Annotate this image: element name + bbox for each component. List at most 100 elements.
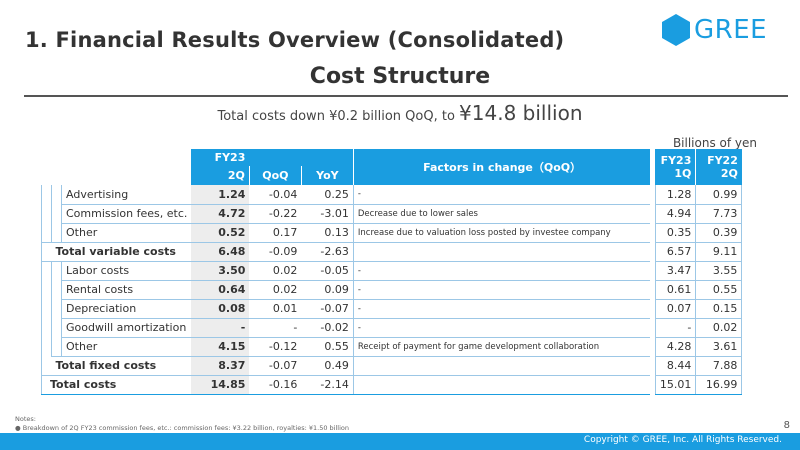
col-header-qoq: QoQ (248, 166, 302, 185)
table-row: Commission fees, etc. 4.72 -0.22 -3.01 D… (41, 204, 743, 224)
table-row: Other 4.15 -0.12 0.55 Receipt of payment… (41, 337, 743, 357)
headline-prefix: Total costs down ¥0.2 billion QoQ, to (217, 109, 460, 124)
col-header-fy23-2q-top: FY23 (191, 149, 250, 166)
table-row: Depreciation 0.08 0.01 -0.07 - 0.07 0.15 (41, 299, 743, 319)
cost-structure-table: FY23 Factors in change（QoQ） FY23 1Q FY22… (41, 149, 743, 395)
cell-yoy: 0.55 (301, 337, 354, 357)
page-title: 1. Financial Results Overview (Consolida… (25, 28, 565, 52)
cell-fy22-2q: 7.88 (695, 356, 743, 376)
cell-fy22-2q: 0.02 (695, 318, 743, 338)
table-row: Other 0.52 0.17 0.13 Increase due to val… (41, 223, 743, 243)
row-label: Goodwill amortization (61, 318, 192, 338)
cell-fy23-2q: 8.37 (191, 356, 250, 376)
cell-yoy: -2.14 (301, 375, 354, 395)
cell-fy23-2q: 3.50 (191, 261, 250, 281)
footer-bar: Copyright © GREE, Inc. All Rights Reserv… (0, 433, 800, 450)
cell-fy23-2q: 6.48 (191, 242, 250, 262)
cell-fy23-2q: 0.64 (191, 280, 250, 300)
cell-factor: - (352, 318, 651, 338)
cell-fy23-2q: 0.08 (191, 299, 250, 319)
cell-yoy: 0.09 (301, 280, 354, 300)
cell-yoy: 0.13 (301, 223, 354, 243)
cell-fy22-2q: 16.99 (695, 375, 743, 395)
cell-yoy: -3.01 (301, 204, 354, 224)
subtotal-row-variable: Total variable costs 6.48 -0.09 -2.63 6.… (41, 241, 743, 262)
notes-item: ● Breakdown of 2Q FY23 commission fees, … (15, 424, 349, 432)
cell-fy22-2q: 9.11 (695, 242, 743, 262)
cell-yoy: 0.49 (301, 356, 354, 376)
notes-title: Notes: (15, 415, 36, 423)
gree-logo: GREE (662, 12, 777, 48)
cell-qoq: -0.16 (249, 375, 302, 395)
col-header-fy23-1q: FY23 1Q (655, 149, 696, 185)
row-label: Depreciation (61, 299, 192, 319)
row-label: Commission fees, etc. (61, 204, 192, 224)
cell-fy23-2q: 4.15 (191, 337, 250, 357)
total-row: Total costs 14.85 -0.16 -2.14 15.01 16.9… (41, 375, 743, 395)
cell-qoq: -0.09 (249, 242, 302, 262)
hexagon-logo-icon (662, 14, 690, 46)
row-label: Advertising (61, 185, 192, 205)
cell-factor (352, 356, 651, 376)
cell-qoq: -0.07 (249, 356, 302, 376)
section-title: Cost Structure (309, 64, 491, 89)
row-label: Total costs (41, 375, 192, 395)
col-header-yoy: YoY (300, 166, 354, 185)
subtotal-row-fixed: Total fixed costs 8.37 -0.07 0.49 8.44 7… (41, 355, 743, 376)
cell-factor: - (352, 299, 651, 319)
headline-amount: ¥14.8 billion (459, 101, 583, 125)
row-label: Other (61, 337, 192, 357)
section-divider (24, 95, 788, 97)
table-row: Rental costs 0.64 0.02 0.09 - 0.61 0.55 (41, 280, 743, 300)
row-label: Labor costs (61, 261, 192, 281)
cell-fy23-2q: - (191, 318, 250, 338)
col-header-fy22-2q: FY22 2Q (695, 149, 742, 185)
cell-fy23-1q: 8.44 (654, 356, 696, 376)
cell-fy22-2q: 7.73 (695, 204, 743, 224)
cell-qoq: -0.12 (249, 337, 302, 357)
cell-yoy: -0.07 (301, 299, 354, 319)
table-row: Advertising 1.24 -0.04 0.25 - 1.28 0.99 (41, 185, 743, 205)
cell-fy23-1q: 3.47 (654, 261, 696, 281)
row-label: Total fixed costs (51, 355, 192, 376)
cell-factor: Increase due to valuation loss posted by… (352, 223, 651, 243)
cell-qoq: 0.02 (249, 261, 302, 281)
cell-factor (352, 242, 651, 262)
empty-corner-header (41, 149, 192, 185)
col-header-fy23-1q-line2: 1Q (674, 167, 692, 180)
notes: Notes: ● Breakdown of 2Q FY23 commission… (15, 415, 349, 433)
col-header-blank (249, 149, 354, 166)
cell-qoq: 0.01 (249, 299, 302, 319)
cell-fy23-1q: 4.94 (654, 204, 696, 224)
col-header-fy22-2q-line2: 2Q (720, 167, 738, 180)
cell-fy22-2q: 0.99 (695, 185, 743, 205)
cell-yoy: -0.02 (301, 318, 354, 338)
cell-qoq: -0.22 (249, 204, 302, 224)
cell-factor: - (352, 280, 651, 300)
cell-qoq: -0.04 (249, 185, 302, 205)
cell-qoq: - (249, 318, 302, 338)
cell-fy23-2q: 14.85 (191, 375, 250, 395)
cell-fy22-2q: 0.39 (695, 223, 743, 243)
logo-text: GREE (694, 15, 768, 45)
unit-label: Billions of yen (672, 136, 757, 150)
cell-fy23-1q: - (654, 318, 696, 338)
cell-fy23-1q: 6.57 (654, 242, 696, 262)
notes-item-text: Breakdown of 2Q FY23 commission fees, et… (22, 424, 349, 432)
cell-factor: Receipt of payment for game development … (352, 337, 651, 357)
table-row: Goodwill amortization - - -0.02 - - 0.02 (41, 318, 743, 338)
row-label: Rental costs (61, 280, 192, 300)
cell-qoq: 0.17 (249, 223, 302, 243)
cell-fy22-2q: 0.55 (695, 280, 743, 300)
cell-yoy: -0.05 (301, 261, 354, 281)
row-label: Other (61, 223, 192, 243)
page-number: 8 (783, 420, 790, 431)
cell-yoy: 0.25 (301, 185, 354, 205)
cell-factor: - (352, 185, 651, 205)
cell-yoy: -2.63 (301, 242, 354, 262)
col-gap (650, 149, 656, 185)
col-header-fy23-2q-bottom: 2Q (191, 166, 250, 185)
headline: Total costs down ¥0.2 billion QoQ, to ¥1… (0, 101, 800, 125)
cell-fy23-1q: 0.07 (654, 299, 696, 319)
cell-qoq: 0.02 (249, 280, 302, 300)
